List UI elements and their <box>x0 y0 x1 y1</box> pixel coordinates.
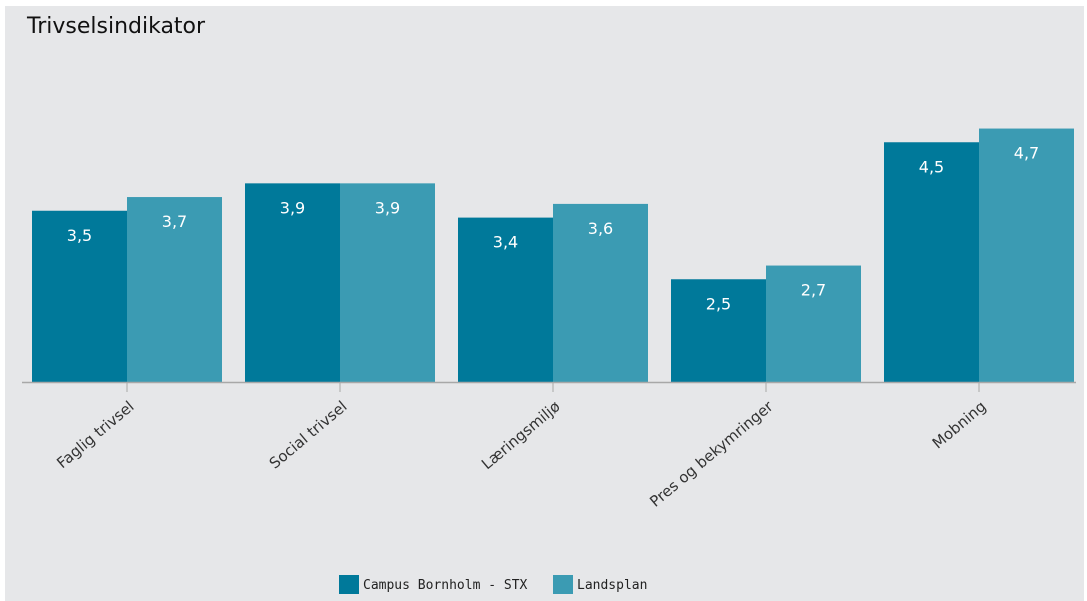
bar-campus-3 <box>671 279 766 382</box>
x-tick-label: Læringsmiljø <box>478 397 564 473</box>
chart-title: Trivselsindikator <box>27 14 206 39</box>
bar-campus-0 <box>32 210 127 382</box>
bar-landsplan-2 <box>553 203 648 382</box>
bar-value-label: 2,5 <box>706 294 731 313</box>
legend-swatch-landsplan <box>553 575 573 594</box>
legend: Campus Bornholm - STX Landsplan <box>339 575 647 594</box>
bar-value-label: 4,7 <box>1014 144 1039 163</box>
bar-value-label: 3,9 <box>375 198 400 217</box>
bar-landsplan-4 <box>979 128 1074 382</box>
bar-value-label: 3,9 <box>280 198 305 217</box>
bar-value-label: 3,6 <box>588 219 613 238</box>
x-tick-label: Social trivsel <box>266 397 351 472</box>
bar-landsplan-0 <box>127 197 222 382</box>
bar-landsplan-3 <box>766 265 861 382</box>
x-ticks-layer: Faglig trivsel Social trivsel Læringsmiljø… <box>53 382 990 511</box>
x-tick-label: Faglig trivsel <box>53 397 137 472</box>
bars-layer <box>32 128 1074 382</box>
bar-campus-1 <box>245 183 340 382</box>
bar-campus-4 <box>884 142 979 382</box>
bar-value-label: 3,5 <box>67 226 92 245</box>
value-labels-layer: 3,5 3,7 3,9 3,9 3,4 3,6 2,5 2,7 4,5 4,7 <box>67 144 1039 314</box>
legend-label-campus: Campus Bornholm - STX <box>363 578 528 593</box>
bar-campus-2 <box>458 217 553 382</box>
legend-swatch-campus <box>339 575 359 594</box>
bar-landsplan-1 <box>340 183 435 382</box>
legend-label-landsplan: Landsplan <box>577 578 647 593</box>
bar-value-label: 2,7 <box>801 281 826 300</box>
x-tick-label: Mobning <box>929 397 990 452</box>
bar-value-label: 4,5 <box>919 157 944 176</box>
bar-value-label: 3,4 <box>493 233 518 252</box>
bar-value-label: 3,7 <box>162 212 187 231</box>
x-tick-label: Pres og bekymringer <box>646 397 777 511</box>
